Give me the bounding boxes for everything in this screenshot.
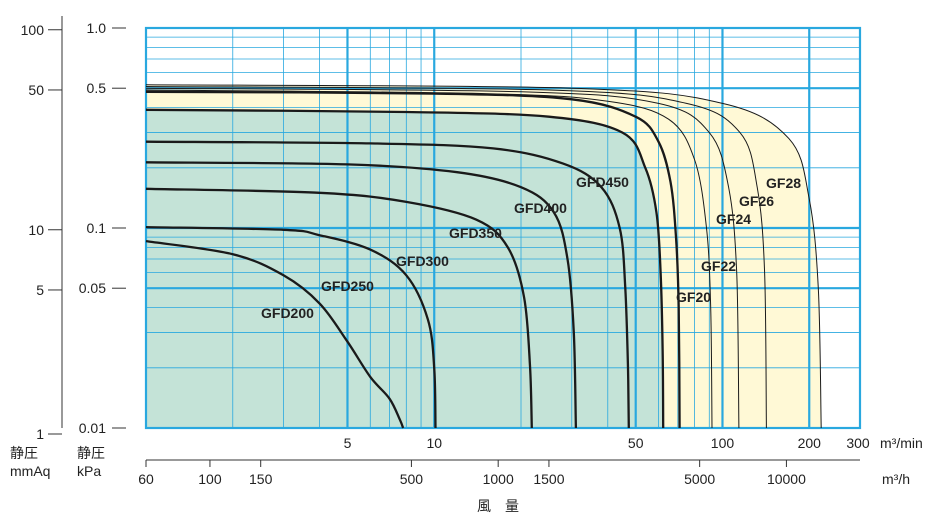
series-label-gfd200: GFD200 bbox=[261, 305, 314, 321]
kpa-tick-label: 0.01 bbox=[79, 420, 106, 436]
series-label-gf26: GF26 bbox=[739, 193, 774, 209]
kpa-axis-title-line1: 静圧 bbox=[77, 446, 105, 462]
x-secondary-tick-label: 10000 bbox=[767, 471, 806, 487]
series-label-gfd300: GFD300 bbox=[396, 253, 449, 269]
mmaq-tick-label: 50 bbox=[28, 82, 44, 98]
kpa-tick-label: 0.05 bbox=[79, 280, 106, 296]
series-gf26 bbox=[145, 86, 767, 429]
kpa-tick-label: 0.1 bbox=[87, 220, 107, 236]
series-label-gfd250: GFD250 bbox=[321, 278, 374, 294]
series-gf28 bbox=[145, 84, 822, 429]
series-gfd250 bbox=[145, 225, 437, 429]
mmaq-tick-label: 10 bbox=[28, 222, 44, 238]
series-label-gfd400: GFD400 bbox=[514, 200, 567, 216]
region-fills bbox=[146, 84, 822, 429]
kpa-axis-title-line2: kPa bbox=[77, 463, 101, 479]
x-secondary-unit: m³/h bbox=[882, 471, 910, 487]
series-gf24 bbox=[145, 87, 740, 429]
x-primary-tick-label: 100 bbox=[711, 435, 735, 451]
mmaq-axis-title-line2: mmAq bbox=[10, 463, 50, 479]
x-axis-title: 風 量 bbox=[477, 499, 519, 515]
series-gfd350 bbox=[145, 161, 578, 429]
x-secondary-tick-label: 60 bbox=[138, 471, 154, 487]
mmaq-tick-label: 5 bbox=[36, 282, 44, 298]
x-secondary-tick-label: 5000 bbox=[684, 471, 715, 487]
gfd-region-fill bbox=[146, 109, 664, 429]
series-label-gf20: GF20 bbox=[676, 289, 711, 305]
series-gfd200 bbox=[145, 239, 405, 429]
series-gfd450 bbox=[145, 108, 665, 429]
series-label-gfd450: GFD450 bbox=[576, 174, 629, 190]
series-gfd400 bbox=[145, 140, 630, 429]
series-label-gf28: GF28 bbox=[766, 175, 801, 191]
mmaq-tick-label: 1 bbox=[36, 426, 44, 442]
curve-series-group bbox=[145, 84, 822, 429]
series-gf20 bbox=[145, 90, 681, 429]
x-secondary-tick-label: 150 bbox=[249, 471, 273, 487]
x-primary-tick-label: 50 bbox=[628, 435, 644, 451]
x-secondary-tick-label: 1500 bbox=[533, 471, 564, 487]
kpa-tick-label: 0.5 bbox=[87, 80, 107, 96]
x-secondary-tick-label: 100 bbox=[198, 471, 222, 487]
series-label-gf24: GF24 bbox=[716, 211, 751, 227]
mmaq-tick-label: 100 bbox=[21, 22, 45, 38]
x-secondary-tick-label: 500 bbox=[400, 471, 424, 487]
mmaq-axis-title-line1: 静圧 bbox=[10, 446, 38, 462]
series-gf22 bbox=[145, 89, 713, 429]
series-label-gf22: GF22 bbox=[701, 258, 736, 274]
series-gfd300 bbox=[145, 187, 533, 429]
x-primary-tick-label: 5 bbox=[344, 435, 352, 451]
x-secondary-tick-label: 1000 bbox=[483, 471, 514, 487]
x-primary-unit: m³/min bbox=[880, 435, 923, 451]
x-primary-tick-label: 300 bbox=[846, 435, 870, 451]
kpa-tick-label: 1.0 bbox=[87, 20, 107, 36]
series-label-gfd350: GFD350 bbox=[449, 225, 502, 241]
x-primary-tick-label: 10 bbox=[426, 435, 442, 451]
x-primary-tick-label: 200 bbox=[798, 435, 822, 451]
